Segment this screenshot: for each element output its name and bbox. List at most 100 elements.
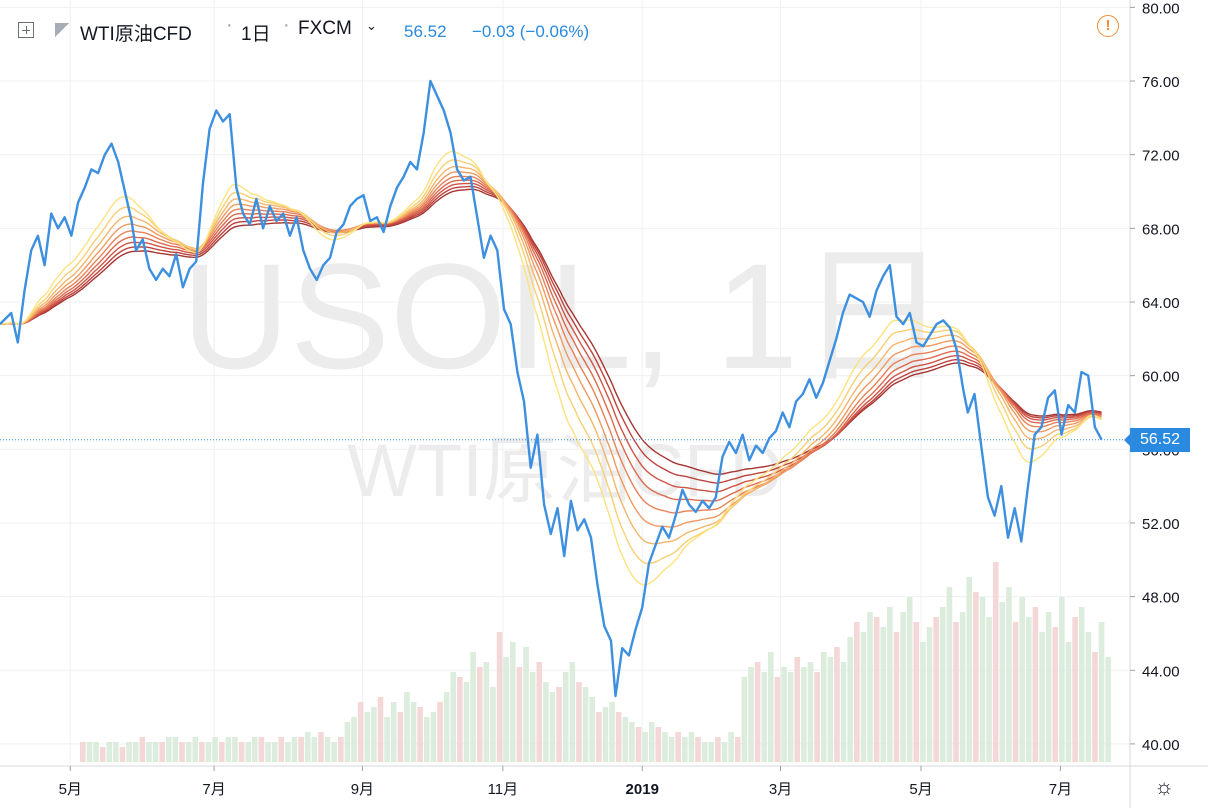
volume-bar — [933, 617, 939, 762]
volume-bar — [311, 737, 318, 762]
volume-bar — [503, 657, 509, 762]
volume-bar — [1072, 617, 1078, 762]
volume-bar — [238, 742, 245, 762]
volume-bar — [318, 732, 324, 762]
watermark-name: WTI原油CFD — [347, 429, 783, 512]
volume-bar — [1052, 627, 1059, 762]
volume-bar — [291, 737, 298, 762]
chart-toolbar: WTI原油CFD · 1日 · FXCM ⌄ 56.52 −0.03 (−0.0… — [0, 0, 1130, 45]
volume-bar — [93, 742, 99, 762]
volume-bar — [827, 657, 834, 762]
volume-bar — [80, 742, 86, 762]
volume-bar — [1078, 607, 1085, 762]
ema-line — [0, 185, 1102, 484]
volume-bar — [873, 617, 880, 762]
volume-bar — [298, 737, 304, 762]
volume-bar — [820, 652, 827, 762]
volume-bar — [212, 737, 218, 762]
ema-line — [0, 179, 1102, 502]
volume-bar — [450, 672, 457, 762]
volume-bar — [152, 742, 159, 762]
volume-bar — [496, 632, 503, 762]
volume-bar — [1006, 587, 1012, 762]
volume-bar — [126, 742, 132, 762]
volume-bar — [192, 737, 199, 762]
volume-bar — [734, 737, 741, 762]
volume-bar — [688, 732, 695, 762]
volume-bar — [410, 702, 417, 762]
volume-bar — [596, 712, 602, 762]
volume-bar — [582, 687, 589, 762]
ema-ribbon — [0, 150, 1102, 586]
volume-bar — [860, 632, 867, 762]
y-tick-label: 64.00 — [1142, 295, 1180, 312]
volume-bar — [1085, 632, 1092, 762]
volume-bar — [556, 687, 562, 762]
volume-bar — [351, 717, 357, 762]
volume-bar — [979, 597, 986, 762]
volume-bar — [424, 717, 430, 762]
volume-bar — [199, 742, 205, 762]
volume-bar — [304, 732, 311, 762]
separator-dot: · — [226, 14, 233, 36]
ema-line — [0, 182, 1102, 493]
symbol-name[interactable]: WTI原油CFD — [80, 24, 192, 45]
volume-bar — [278, 737, 285, 762]
volume-bar — [569, 662, 576, 762]
x-tick-label: 9月 — [351, 781, 374, 798]
volume-bar — [629, 722, 635, 762]
volume-bar — [232, 737, 238, 762]
flag-icon[interactable] — [55, 23, 69, 37]
volume-bar — [179, 742, 185, 762]
volume-bar — [172, 737, 179, 762]
volume-bar — [430, 712, 437, 762]
volume-bar — [529, 672, 536, 762]
volume-bar — [893, 632, 900, 762]
y-tick-label: 72.00 — [1142, 148, 1180, 165]
interval-label[interactable]: 1日 — [241, 24, 271, 45]
volume-bar — [880, 627, 887, 762]
volume-bar — [926, 627, 933, 762]
volume-bar — [390, 702, 397, 762]
volume-bar — [721, 742, 728, 762]
volume-bar — [331, 742, 337, 762]
y-tick-label: 48.00 — [1142, 590, 1180, 607]
volume-bar — [913, 622, 920, 762]
volume-bar — [966, 577, 973, 762]
x-tick-label: 7月 — [1049, 781, 1072, 798]
volume-bar — [840, 662, 847, 762]
volume-bar — [1059, 597, 1065, 762]
volume-bar — [252, 737, 258, 762]
volume-bar — [887, 607, 893, 762]
volume-bar — [953, 622, 959, 762]
volume-bar — [642, 732, 648, 762]
y-tick-label: 44.00 — [1142, 663, 1180, 680]
ema-line — [0, 159, 1102, 565]
ema-line — [0, 188, 1102, 476]
volume-bar — [682, 737, 688, 762]
y-tick-label: 52.00 — [1142, 516, 1180, 533]
price-change: −0.03 (−0.06%) — [472, 22, 590, 41]
volume-bar — [701, 742, 708, 762]
volume-bar — [132, 742, 139, 762]
volume-bar — [761, 672, 767, 762]
warning-icon[interactable]: ! — [1097, 15, 1119, 37]
volume-bar — [166, 737, 172, 762]
volume-bar — [510, 642, 516, 762]
volume-bar — [1026, 617, 1032, 762]
volume-bar — [1019, 597, 1025, 762]
add-symbol-icon[interactable] — [18, 22, 34, 38]
volume-bar — [344, 722, 351, 762]
exchange-label[interactable]: FXCM — [298, 18, 352, 39]
volume-bar — [146, 742, 152, 762]
volume-bar — [708, 742, 715, 762]
y-tick-label: 68.00 — [1142, 221, 1180, 238]
settings-gear-icon[interactable]: ☼ — [1154, 774, 1175, 799]
volume-bar — [1012, 622, 1019, 762]
chevron-down-icon[interactable]: ⌄ — [366, 18, 377, 33]
volume-bar — [516, 667, 523, 762]
x-tick-label: 3月 — [769, 781, 792, 798]
volume-bar — [973, 592, 979, 762]
volume-bar — [384, 717, 390, 762]
